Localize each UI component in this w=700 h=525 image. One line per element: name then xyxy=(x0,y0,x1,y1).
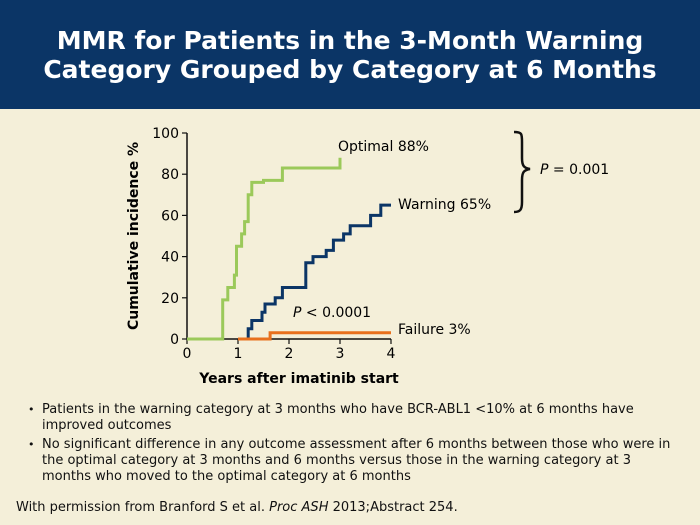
y-tick-label: 60 xyxy=(161,208,179,224)
bullet-list: • Patients in the warning category at 3 … xyxy=(28,402,678,488)
y-tick-label: 100 xyxy=(152,126,179,142)
optimal-label: Optimal 88% xyxy=(338,139,429,155)
series-line xyxy=(187,157,342,341)
p-overall-value: = 0.001 xyxy=(548,162,609,178)
y-tick-label: 0 xyxy=(170,332,179,348)
slide-title: MMR for Patients in the 3-Month Warning … xyxy=(43,25,657,84)
citation: With permission from Branford S et al. P… xyxy=(16,500,458,516)
y-tick-label: 40 xyxy=(161,250,179,266)
citation-prefix: With permission from Branford S et al. xyxy=(16,500,270,515)
p-failure-symbol: P xyxy=(293,305,302,321)
bullet-item: • No significant difference in any outco… xyxy=(28,437,678,485)
bullet-text: No significant difference in any outcome… xyxy=(42,437,671,484)
x-tick-label: 1 xyxy=(234,346,243,362)
bullet-item: • Patients in the warning category at 3 … xyxy=(28,402,678,434)
series-line xyxy=(238,331,391,341)
y-tick-label: 80 xyxy=(161,167,179,183)
chart-area: 0 1 2 3 4 0 20 40 60 80 100 Years after imatinib st… xyxy=(0,112,700,397)
bullet-text: Patients in the warning category at 3 mo… xyxy=(42,402,634,433)
bullet-dot-icon: • xyxy=(28,403,35,416)
series-layer xyxy=(187,157,391,341)
brace-icon xyxy=(513,130,531,214)
y-tick-label: 20 xyxy=(161,291,179,307)
p-overall-annotation: P = 0.001 xyxy=(540,162,609,178)
citation-journal: Proc ASH xyxy=(269,500,329,515)
x-tick-label: 3 xyxy=(336,346,345,362)
p-failure-value: < 0.0001 xyxy=(301,305,371,321)
p-failure-annotation: P < 0.0001 xyxy=(293,305,371,321)
citation-suffix: 2013;Abstract 254. xyxy=(328,500,458,515)
series-line xyxy=(238,203,391,341)
annotation-layer: Optimal 88% Warning 65% Failure 3% P < 0… xyxy=(293,130,609,338)
x-tick-label: 0 xyxy=(183,346,192,362)
y-axis-label: Cumulative incidence % xyxy=(126,142,142,330)
x-axis-label: Years after imatinib start xyxy=(198,371,399,387)
title-bar: MMR for Patients in the 3-Month Warning … xyxy=(0,0,700,109)
warning-label: Warning 65% xyxy=(398,197,491,213)
p-overall-symbol: P xyxy=(540,162,549,178)
bullet-dot-icon: • xyxy=(28,438,35,451)
x-tick-label: 4 xyxy=(387,346,396,362)
x-tick-label: 2 xyxy=(285,346,294,362)
failure-label: Failure 3% xyxy=(398,322,471,338)
